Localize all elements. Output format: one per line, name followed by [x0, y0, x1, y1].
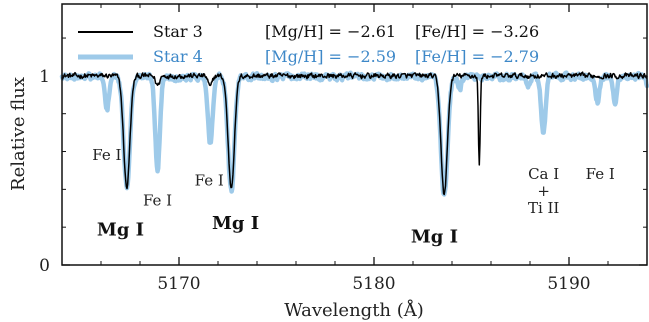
annotation-label: Fe I: [586, 165, 615, 183]
annotation-mg-i: Mg I: [411, 226, 458, 247]
x-tick-label: 5190: [547, 274, 590, 294]
annotation-mg-i: Mg I: [97, 220, 144, 241]
annotation-label: +: [537, 182, 550, 200]
x-axis-label: Wavelength (Å): [284, 299, 424, 321]
series-layer: [59, 70, 649, 197]
annotation-label: Ca I: [528, 165, 559, 183]
legend: Star 3 [Mg/H] = −2.61 [Fe/H] = −3.26 Sta…: [78, 22, 539, 66]
legend-label-star-3: Star 3: [153, 22, 203, 41]
x-tick-label: 5170: [157, 274, 200, 294]
y-ticks: 01: [39, 37, 647, 276]
annotation-label: Fe I: [143, 191, 172, 209]
y-tick-label: 1: [39, 67, 50, 87]
series-line-star-3: [61, 71, 648, 196]
annotation-label: Fe I: [92, 146, 121, 164]
legend-label-star-4: Star 4: [153, 47, 203, 66]
annotation-mg-i: Mg I: [212, 213, 259, 234]
legend-fe-star-4: [Fe/H] = −2.79: [415, 47, 539, 66]
annotation-label: Ti II: [528, 199, 559, 217]
legend-mg-star-3: [Mg/H] = −2.61: [265, 22, 396, 41]
annotations: Fe I Fe I Fe I Fe I Mg I Mg I Mg I Ca I+Ti II: [92, 146, 615, 247]
series-line-star-4: [59, 70, 649, 197]
annotation-label: Fe I: [195, 172, 224, 190]
plot-frame: [61, 3, 648, 266]
x-ticks: 5170 5180 5190: [61, 4, 648, 294]
x-tick-label: 5180: [352, 274, 395, 294]
legend-mg-star-4: [Mg/H] = −2.59: [265, 47, 396, 66]
y-axis-label: Relative flux: [8, 77, 29, 191]
y-tick-label: 0: [39, 256, 50, 276]
legend-fe-star-3: [Fe/H] = −3.26: [415, 22, 539, 41]
